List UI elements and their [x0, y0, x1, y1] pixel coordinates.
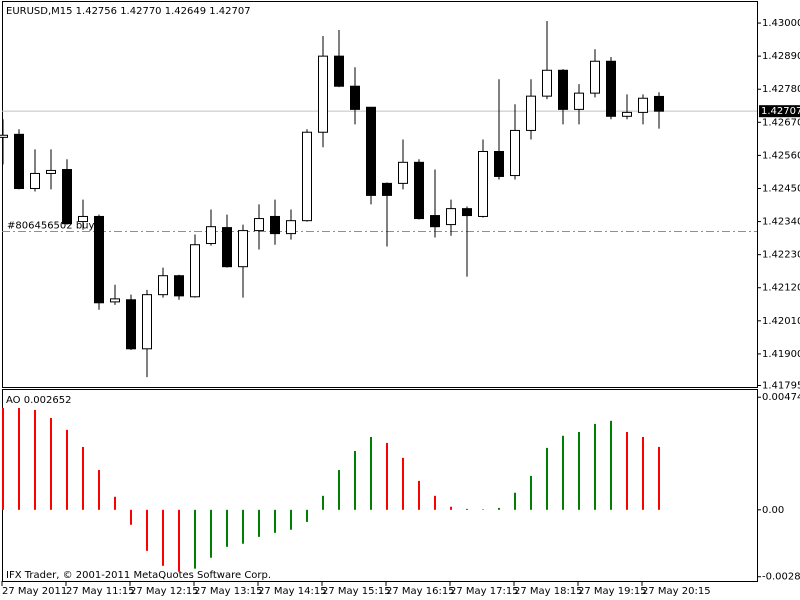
y-tick-label: 0.00	[762, 505, 784, 516]
candle-body	[110, 298, 120, 303]
x-tick-label: 27 May 2011	[2, 586, 67, 597]
candle-body	[206, 226, 216, 245]
candle-body	[574, 92, 584, 110]
y-tick-label: 1.43000	[762, 18, 800, 29]
candle-body	[398, 161, 408, 184]
candle-body	[30, 172, 40, 189]
y-tick-label: -0.00282	[762, 572, 800, 583]
y-tick-label: 1.42230	[762, 250, 800, 261]
candle-body	[286, 220, 296, 235]
x-tick-label: 27 May 17:15	[450, 586, 519, 597]
candle-body	[46, 169, 56, 174]
candle-body	[366, 106, 376, 196]
candle-body	[62, 169, 72, 225]
candle-body	[222, 227, 232, 268]
candle-body	[350, 85, 360, 110]
x-tick-label: 27 May 16:15	[386, 586, 455, 597]
x-tick-label: 27 May 18:15	[514, 586, 583, 597]
x-tick-label: 27 May 14:15	[258, 586, 327, 597]
x-tick-label: 27 May 13:15	[194, 586, 263, 597]
candle-body	[190, 244, 200, 298]
y-tick-label: 1.42450	[762, 183, 800, 194]
candle-body	[0, 134, 8, 138]
candle-body	[414, 161, 424, 220]
candle-body	[622, 111, 632, 117]
candle-body	[78, 215, 88, 223]
y-tick-label: 1.42780	[762, 84, 800, 95]
bid-label: 1.42707	[761, 106, 800, 117]
candle-body	[126, 299, 136, 350]
candle-body	[142, 294, 152, 350]
bid-label-bg	[759, 105, 800, 118]
order-label: #806456502 buy	[7, 220, 95, 231]
candle-body	[174, 275, 184, 297]
y-tick-label: 1.42010	[762, 316, 800, 327]
x-tick-label: 27 May 11:15	[66, 586, 135, 597]
candle-body	[94, 215, 104, 304]
y-tick-label: 1.42670	[762, 117, 800, 128]
x-tick-label: 27 May 12:15	[130, 586, 199, 597]
y-tick-label: 1.42120	[762, 283, 800, 294]
candle-body	[510, 129, 520, 177]
x-tick-label: 27 May 19:15	[578, 586, 647, 597]
y-tick-label: 1.42340	[762, 217, 800, 228]
candle-body	[558, 69, 568, 110]
price-panel	[2, 1, 758, 388]
ao-title: AO 0.002652	[6, 395, 71, 406]
candle-body	[494, 150, 504, 177]
candle-body	[462, 208, 472, 217]
candle-body	[14, 133, 24, 189]
candle-body	[654, 95, 664, 112]
candle-body	[526, 95, 536, 131]
candle-body	[590, 60, 600, 94]
x-tick-label: 27 May 15:15	[322, 586, 391, 597]
candle-body	[318, 55, 328, 133]
y-tick-label: 1.42890	[762, 51, 800, 62]
candle-body	[606, 60, 616, 117]
candle-body	[270, 215, 280, 235]
candle-body	[382, 182, 392, 196]
candle-body	[334, 55, 344, 87]
candle-body	[254, 218, 264, 232]
y-tick-label: 1.41900	[762, 349, 800, 360]
candle-body	[158, 275, 168, 296]
x-tick-label: 27 May 20:15	[642, 586, 711, 597]
candle-body	[638, 97, 648, 113]
candle-body	[478, 150, 488, 217]
candle-body	[446, 208, 456, 226]
y-tick-label: 1.41795	[762, 380, 800, 391]
y-tick-label: 0.004745	[762, 392, 800, 403]
candle-body	[542, 69, 552, 97]
chart-title: EURUSD,M15 1.42756 1.42770 1.42649 1.427…	[6, 6, 251, 17]
y-tick-label: 1.42560	[762, 150, 800, 161]
candle-body	[430, 215, 440, 228]
candle-body	[238, 230, 248, 268]
footer: IFX Trader, © 2001-2011 MetaQuotes Softw…	[6, 570, 271, 581]
candle-body	[302, 131, 312, 222]
